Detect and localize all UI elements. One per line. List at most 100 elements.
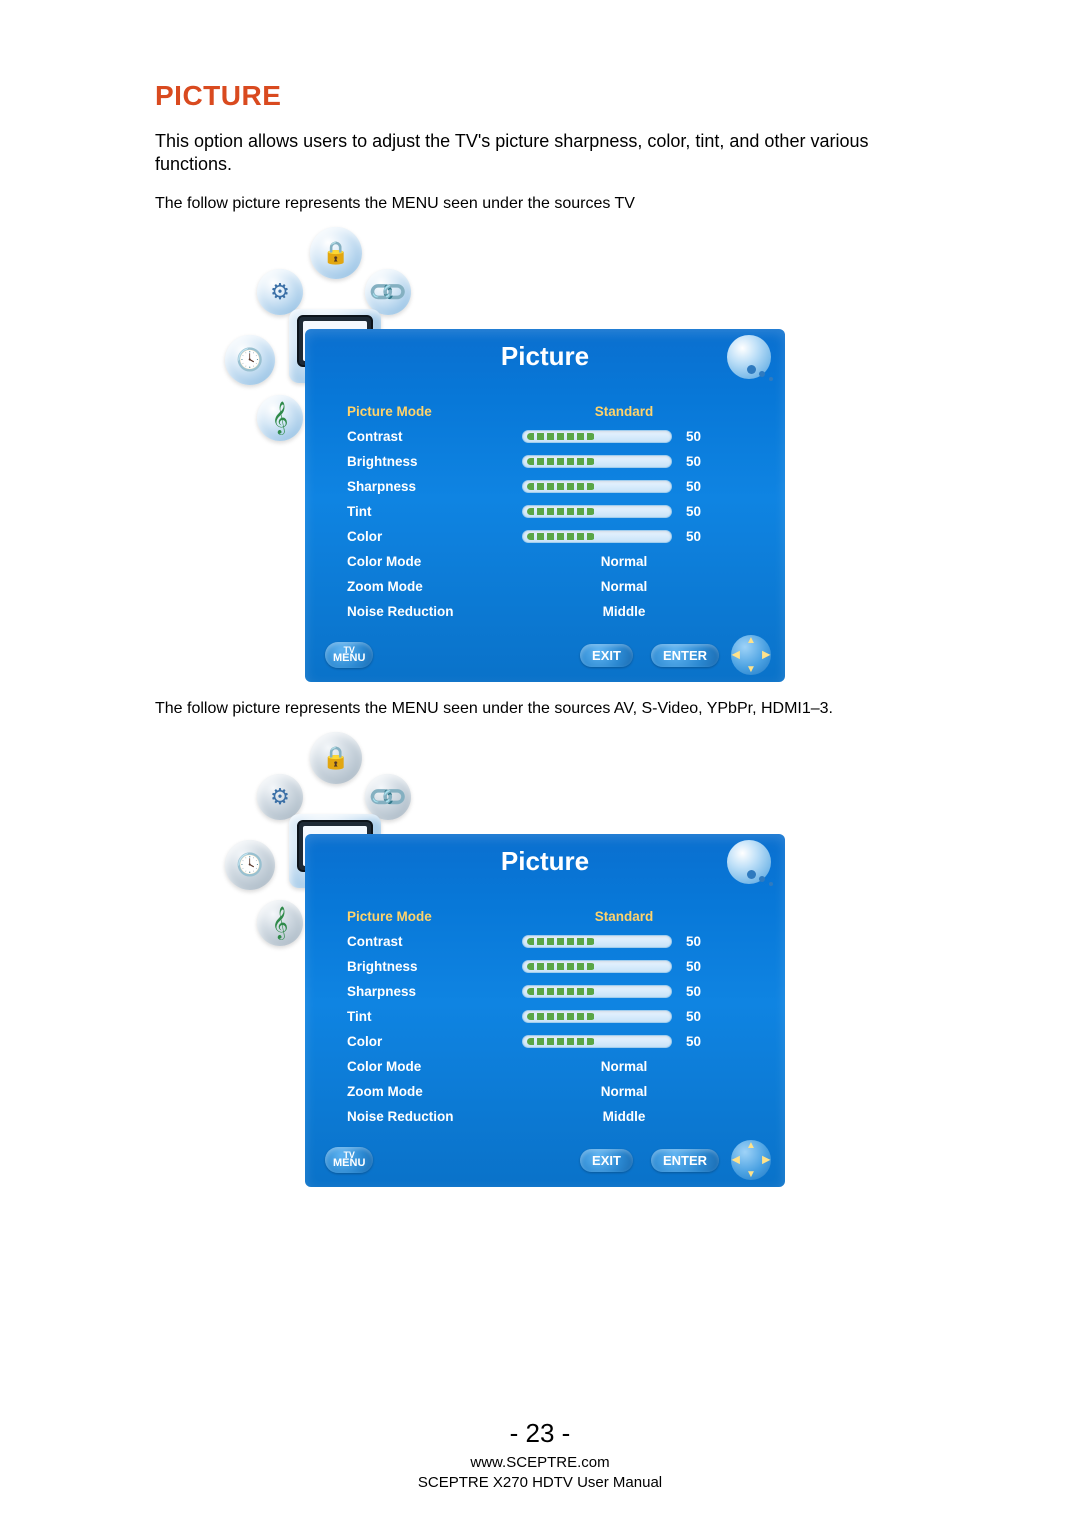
setting-row[interactable]: Noise ReductionMiddle: [347, 599, 761, 624]
enter-button[interactable]: ENTER: [651, 644, 719, 667]
setting-row[interactable]: Brightness 50: [347, 449, 761, 474]
menu-button[interactable]: TVMENU: [325, 642, 373, 669]
panel-title: Picture: [501, 846, 589, 877]
setting-row[interactable]: Color ModeNormal: [347, 549, 761, 574]
setting-row[interactable]: Zoom ModeNormal: [347, 1079, 761, 1104]
slider-value: 50: [686, 529, 726, 544]
slider-value: 50: [686, 934, 726, 949]
setting-label: Zoom Mode: [347, 579, 487, 594]
footer-url: www.SCEPTRE.com: [0, 1453, 1080, 1473]
setting-value: Standard: [487, 404, 761, 419]
slider-track[interactable]: [522, 1010, 672, 1023]
setting-value: Normal: [487, 1059, 761, 1074]
setting-value: 50: [487, 1009, 761, 1024]
slider-value: 50: [686, 454, 726, 469]
setting-row[interactable]: Picture Mode Standard: [347, 904, 761, 929]
setting-value: 50: [487, 479, 761, 494]
setting-label: Brightness: [347, 454, 487, 469]
setting-row[interactable]: Tint50: [347, 1004, 761, 1029]
setting-label: Sharpness: [347, 479, 487, 494]
setting-row[interactable]: Color50: [347, 1029, 761, 1054]
enter-button[interactable]: ENTER: [651, 1149, 719, 1172]
section-title: PICTURE: [155, 80, 930, 112]
lock-icon-glyph: 🔒: [322, 242, 349, 264]
corner-decor-icon: [727, 335, 771, 379]
exit-button[interactable]: EXIT: [580, 644, 633, 667]
link-icon-glyph: 🔗: [367, 776, 408, 817]
setting-label: Zoom Mode: [347, 1084, 487, 1099]
setting-value: Normal: [487, 554, 761, 569]
setting-row[interactable]: Color ModeNormal: [347, 1054, 761, 1079]
setting-text-value: Normal: [601, 579, 648, 594]
menu-button[interactable]: TVMENU: [325, 1147, 373, 1174]
picture-menu-panel: PicturePicture ModeStandardContrast50Bri…: [305, 834, 785, 1187]
lock-icon: 🔒: [310, 227, 362, 279]
setting-row[interactable]: Tint 50: [347, 499, 761, 524]
setting-value: 50: [487, 1034, 761, 1049]
intro-text: This option allows users to adjust the T…: [155, 130, 930, 175]
slider-track[interactable]: [522, 985, 672, 998]
setting-row[interactable]: Zoom Mode Normal: [347, 574, 761, 599]
setting-label: Contrast: [347, 934, 487, 949]
setting-row[interactable]: Noise Reduction Middle: [347, 1104, 761, 1129]
slider-value: 50: [686, 479, 726, 494]
setting-row[interactable]: Contrast 50: [347, 424, 761, 449]
menu-screenshot-tv: 🔒⚙🔗🕓𝄞PicturePicture ModeStandardContrast…: [225, 227, 785, 682]
setting-text-value: Standard: [595, 404, 654, 419]
slider-track[interactable]: [522, 960, 672, 973]
setting-row[interactable]: Contrast 50: [347, 929, 761, 954]
slider-track[interactable]: [522, 1035, 672, 1048]
setting-row[interactable]: Color 50: [347, 524, 761, 549]
music-icon: 𝄞: [257, 900, 303, 946]
caption-av: The follow picture represents the MENU s…: [155, 700, 930, 718]
setting-label: Brightness: [347, 959, 487, 974]
exit-button[interactable]: EXIT: [580, 1149, 633, 1172]
footer-doc: SCEPTRE X270 HDTV User Manual: [0, 1473, 1080, 1493]
slider-track[interactable]: [522, 480, 672, 493]
dpad-icon[interactable]: ▲▼◀▶: [731, 635, 771, 675]
slider-track[interactable]: [522, 935, 672, 948]
page-footer: - 23 - www.SCEPTRE.com SCEPTRE X270 HDTV…: [0, 1418, 1080, 1494]
slider-track[interactable]: [522, 455, 672, 468]
slider-value: 50: [686, 429, 726, 444]
clock-icon-glyph: 🕓: [236, 854, 263, 876]
setting-value: 50: [487, 934, 761, 949]
setting-label: Contrast: [347, 429, 487, 444]
dpad-icon[interactable]: ▲▼◀▶: [731, 1140, 771, 1180]
setting-value: Normal: [487, 1084, 761, 1099]
setting-text-value: Normal: [601, 1059, 648, 1074]
music-icon-glyph: 𝄞: [272, 404, 289, 432]
link-icon-glyph: 🔗: [367, 271, 408, 312]
setting-text-value: Normal: [601, 554, 648, 569]
slider-track[interactable]: [522, 430, 672, 443]
page-number: - 23 -: [0, 1418, 1080, 1449]
setting-value: Middle: [487, 1109, 761, 1124]
setting-row[interactable]: Picture ModeStandard: [347, 399, 761, 424]
setting-text-value: Standard: [595, 909, 654, 924]
setting-label: Color: [347, 1034, 487, 1049]
gear-icon: ⚙: [257, 269, 303, 315]
setting-label: Picture Mode: [347, 909, 487, 924]
lock-icon: 🔒: [310, 732, 362, 784]
gear-icon: ⚙: [257, 774, 303, 820]
music-icon-glyph: 𝄞: [272, 909, 289, 937]
setting-row[interactable]: Brightness50: [347, 954, 761, 979]
menu-screenshot-av: 🔒 ⚙ 🔗 🕓 𝄞 Picture Picture Mode Standard Contrast…: [225, 732, 785, 1187]
setting-value: Middle: [487, 604, 761, 619]
lock-icon-glyph: 🔒: [322, 747, 349, 769]
clock-icon-glyph: 🕓: [236, 349, 263, 371]
setting-value: 50: [487, 959, 761, 974]
panel-title: Picture: [501, 341, 589, 372]
setting-value: Standard: [487, 909, 761, 924]
slider-track[interactable]: [522, 530, 672, 543]
setting-label: Noise Reduction: [347, 1109, 487, 1124]
setting-row[interactable]: Sharpness50: [347, 979, 761, 1004]
corner-decor-icon: [727, 840, 771, 884]
setting-row[interactable]: Sharpness 50: [347, 474, 761, 499]
setting-text-value: Middle: [603, 1109, 646, 1124]
setting-label: Sharpness: [347, 984, 487, 999]
slider-track[interactable]: [522, 505, 672, 518]
slider-value: 50: [686, 504, 726, 519]
setting-label: Color: [347, 529, 487, 544]
setting-label: Tint: [347, 504, 487, 519]
